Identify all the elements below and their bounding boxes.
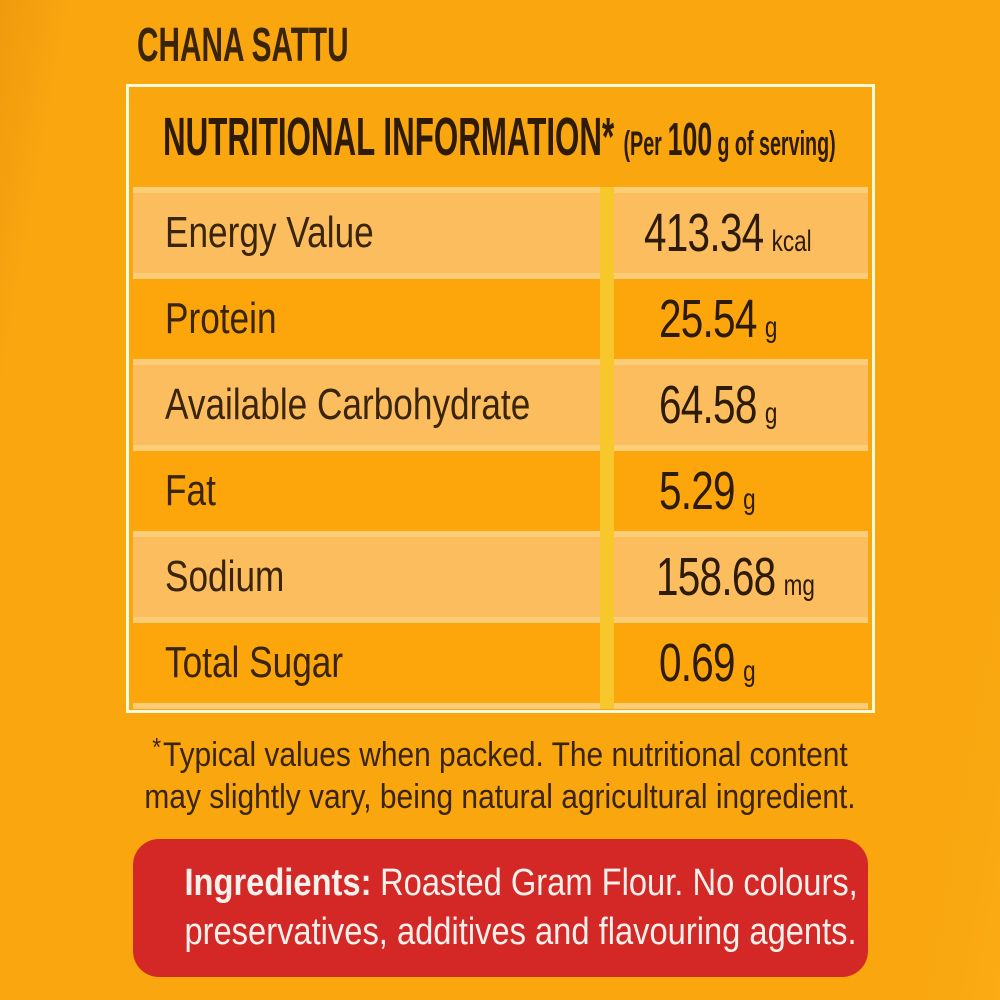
- ingredients-box: Ingredients: Roasted Gram Flour. No colou…: [133, 839, 868, 977]
- nutrient-label: Sodium: [165, 552, 285, 601]
- nutrient-value: 158.68: [656, 547, 776, 607]
- nutrient-value: 5.29: [659, 461, 736, 521]
- nutrient-label: Total Sugar: [165, 638, 344, 687]
- nutrient-unit: g: [764, 311, 778, 344]
- nutrient-value-cell: 158.68 mg: [604, 537, 868, 617]
- table-row: Fat 5.29 g: [133, 451, 868, 531]
- footnote: *Typical values when packed. The nutriti…: [60, 726, 940, 818]
- header-serving-amount: 100: [667, 113, 713, 165]
- nutrient-label: Energy Value: [165, 208, 374, 257]
- nutrient-label-cell: Sodium: [133, 537, 605, 617]
- nutrient-label: Available Carbohydrate: [165, 380, 531, 429]
- ingredients-text: Roasted Gram Flour. No colours,: [380, 862, 858, 904]
- footnote-asterisk: *: [152, 732, 162, 762]
- ingredients-line-2: preservatives, additives and flavouring …: [184, 911, 857, 953]
- nutrient-unit: g: [764, 397, 778, 430]
- nutrient-value-cell: 5.29 g: [607, 451, 868, 531]
- header-title: NUTRITIONAL INFORMATION*: [163, 107, 615, 167]
- nutrient-label-cell: Fat: [133, 451, 607, 531]
- nutrient-value-cell: 25.54 g: [607, 279, 868, 359]
- nutrient-value: 25.54: [659, 289, 757, 349]
- nutrition-table-rows: Energy Value 413.34 kcal Protein 25.54 g: [133, 187, 868, 709]
- footnote-line-2: may slightly vary, being natural agricul…: [144, 778, 856, 816]
- nutrient-value: 0.69: [659, 633, 736, 693]
- nutrient-unit: g: [743, 483, 756, 516]
- nutrient-value-cell: 64.58 g: [607, 365, 868, 445]
- nutrient-unit: mg: [783, 569, 816, 602]
- nutrient-label-cell: Available Carbohydrate: [133, 365, 607, 445]
- nutrient-value-cell: 413.34 kcal: [592, 193, 868, 273]
- table-row: Total Sugar 0.69 g: [133, 623, 868, 703]
- nutrient-unit: g: [743, 655, 756, 688]
- product-title: CHANA SATTU: [137, 19, 349, 72]
- footnote-line-1: *Typical values when packed. The nutriti…: [152, 732, 848, 774]
- ingredients-line-1: Ingredients: Roasted Gram Flour. No colou…: [184, 859, 857, 908]
- nutrient-label: Protein: [165, 294, 277, 343]
- nutrient-value-cell: 0.69 g: [607, 623, 868, 703]
- nutrient-label: Fat: [165, 466, 216, 515]
- ingredients-label: Ingredients:: [184, 862, 372, 904]
- table-row: Protein 25.54 g: [133, 279, 868, 359]
- nutrient-unit: kcal: [772, 225, 813, 258]
- nutrition-table-header-line: NUTRITIONAL INFORMATION* (Per 100 g of s…: [163, 106, 836, 168]
- nutrition-table: NUTRITIONAL INFORMATION* (Per 100 g of s…: [126, 84, 875, 713]
- nutrient-label-cell: Total Sugar: [133, 623, 607, 703]
- nutrient-value: 413.34: [644, 203, 764, 263]
- table-row: Available Carbohydrate 64.58 g: [133, 365, 868, 445]
- table-row: Sodium 158.68 mg: [133, 537, 868, 617]
- column-divider: [600, 187, 614, 709]
- nutrient-value: 64.58: [659, 375, 757, 435]
- header-serving-prefix: (Per: [623, 125, 662, 163]
- table-row: Energy Value 413.34 kcal: [133, 193, 868, 273]
- nutrient-label-cell: Energy Value: [133, 193, 593, 273]
- header-serving-suffix: g of serving): [717, 125, 836, 163]
- nutrition-table-header: NUTRITIONAL INFORMATION* (Per 100 g of s…: [129, 87, 872, 187]
- nutrient-label-cell: Protein: [133, 279, 607, 359]
